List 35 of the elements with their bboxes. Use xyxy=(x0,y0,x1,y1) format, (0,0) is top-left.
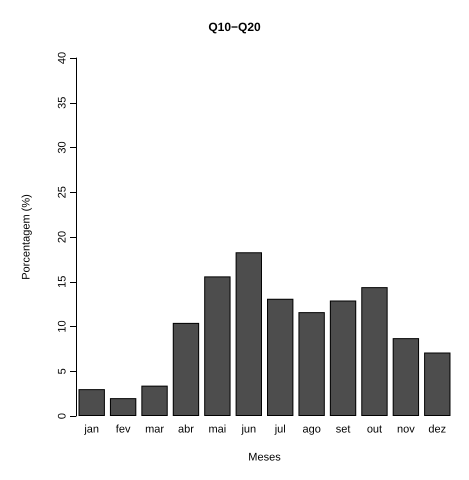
y-tick-label: 35 xyxy=(56,96,68,109)
bar xyxy=(361,287,388,416)
x-tick-label: jan xyxy=(83,424,100,436)
x-tick-label: set xyxy=(336,424,350,436)
x-tick-label: mai xyxy=(208,424,226,436)
x-tick-label: out xyxy=(366,424,382,436)
y-tick-label: 25 xyxy=(56,186,68,198)
bar xyxy=(267,298,294,416)
x-tick-label: mar xyxy=(145,424,164,436)
x-axis-title: Meses xyxy=(248,452,282,464)
bar xyxy=(392,338,420,416)
x-tick-label: dez xyxy=(428,424,446,436)
bar xyxy=(298,312,325,416)
x-tick-label: nov xyxy=(397,424,416,436)
bar xyxy=(141,386,168,416)
y-axis-title: Porcentagem (%) xyxy=(20,194,32,280)
y-tick-label: 40 xyxy=(56,52,68,64)
y-tick-label: 0 xyxy=(56,412,68,420)
bar xyxy=(172,322,200,416)
y-tick-label: 15 xyxy=(56,276,68,288)
chart-title: Q10−Q20 xyxy=(208,20,262,34)
y-tick-label: 30 xyxy=(56,141,68,154)
bar xyxy=(330,300,356,416)
x-tick-label: abr xyxy=(178,424,194,436)
bar xyxy=(204,276,231,416)
x-tick-label: jul xyxy=(274,424,286,436)
y-tick-label: 20 xyxy=(56,230,68,244)
x-tick-label: fev xyxy=(116,424,131,436)
x-tick-label: ago xyxy=(302,424,321,436)
bar xyxy=(424,352,450,416)
bar xyxy=(110,398,136,416)
bar xyxy=(236,252,262,416)
y-tick-label: 10 xyxy=(56,320,68,333)
x-tick-label: jun xyxy=(240,424,256,436)
y-tick-label: 5 xyxy=(56,368,68,374)
